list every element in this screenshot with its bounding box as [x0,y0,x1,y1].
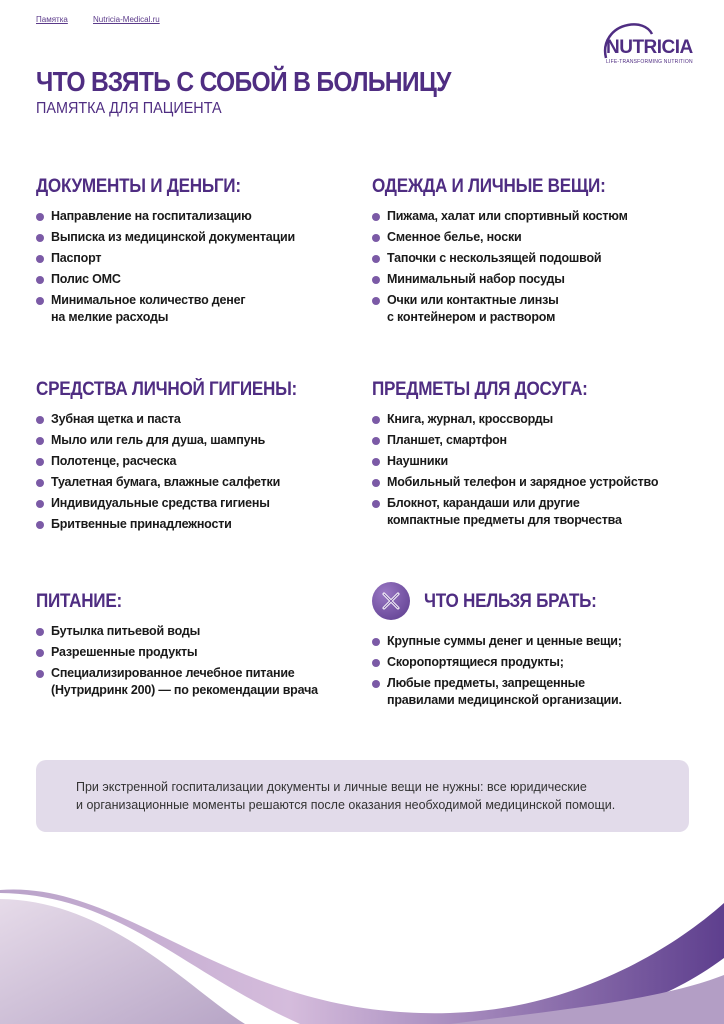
decorative-wave [0,889,724,1024]
list-item: Мыло или гель для душа, шампунь [36,432,366,449]
list-item: Планшет, смартфон [372,432,712,449]
list-item: Мобильный телефон и зарядное устройство [372,474,712,491]
logo-arc-icon [603,23,654,59]
section-title: ОДЕЖДА И ЛИЧНЫЕ ВЕЩИ: [372,176,606,197]
section-title: ДОКУМЕНТЫ И ДЕНЬГИ: [36,176,241,197]
info-note: При экстренной госпитализации документы … [36,760,689,832]
section-leisure: ПРЕДМЕТЫ ДЛЯ ДОСУГА: Книга, журнал, крос… [372,379,712,533]
list-item: Индивидуальные средства гигиены [36,495,366,512]
logo-tagline: LIFE-TRANSFORMING NUTRITION [606,59,693,65]
section-title: ПРЕДМЕТЫ ДЛЯ ДОСУГА: [372,379,588,400]
link-pamyatka[interactable]: Памятка [36,15,68,24]
list-item: Паспорт [36,250,366,267]
list-item: Скоропортящиеся продукты; [372,654,712,671]
section-title: ПИТАНИЕ: [36,591,122,612]
list-item: Бутылка питьевой воды [36,623,366,640]
link-nutricia-medical[interactable]: Nutricia-Medical.ru [93,15,160,24]
list-item: Разрешенные продукты [36,644,366,661]
list-item: Блокнот, карандаши или другие компактные… [372,495,712,529]
section-documents: ДОКУМЕНТЫ И ДЕНЬГИ: Направление на госпи… [36,176,366,330]
section-hygiene: СРЕДСТВА ЛИЧНОЙ ГИГИЕНЫ: Зубная щетка и … [36,379,366,537]
section-title: СРЕДСТВА ЛИЧНОЙ ГИГИЕНЫ: [36,379,297,400]
section-title: ЧТО НЕЛЬЗЯ БРАТЬ: [424,591,597,612]
list-item: Зубная щетка и паста [36,411,366,428]
list-item: Любые предметы, запрещенные правилами ме… [372,675,712,709]
list-item: Сменное белье, носки [372,229,702,246]
list-item: Полис ОМС [36,271,366,288]
list-item: Минимальное количество денег на мелкие р… [36,292,366,326]
list-item: Крупные суммы денег и ценные вещи; [372,633,712,650]
list-item: Пижама, халат или спортивный костюм [372,208,702,225]
cross-icon [372,582,410,620]
list-item: Наушники [372,453,712,470]
logo-text: NUTRICIA [606,37,693,58]
section-clothes: ОДЕЖДА И ЛИЧНЫЕ ВЕЩИ: Пижама, халат или … [372,176,702,330]
section-forbidden: ЧТО НЕЛЬЗЯ БРАТЬ: Крупные суммы денег и … [372,591,712,713]
list-item: Специализированное лечебное питание (Нут… [36,665,366,699]
list-item: Тапочки с нескользящей подошвой [372,250,702,267]
page-title: ЧТО ВЗЯТЬ С СОБОЙ В БОЛЬНИЦУ [36,66,452,97]
list-item: Полотенце, расческа [36,453,366,470]
list-item: Книга, журнал, кроссворды [372,411,712,428]
nutricia-logo: NUTRICIA LIFE-TRANSFORMING NUTRITION [598,22,698,72]
list-item: Туалетная бумага, влажные салфетки [36,474,366,491]
list-item: Выписка из медицинской документации [36,229,366,246]
page-subtitle: ПАМЯТКА ДЛЯ ПАЦИЕНТА [36,100,222,117]
list-item: Направление на госпитализацию [36,208,366,225]
section-food: ПИТАНИЕ: Бутылка питьевой воды Разрешенны… [36,591,366,703]
list-item: Минимальный набор посуды [372,271,702,288]
list-item: Очки или контактные линзы с контейнером … [372,292,702,326]
list-item: Бритвенные принадлежности [36,516,366,533]
